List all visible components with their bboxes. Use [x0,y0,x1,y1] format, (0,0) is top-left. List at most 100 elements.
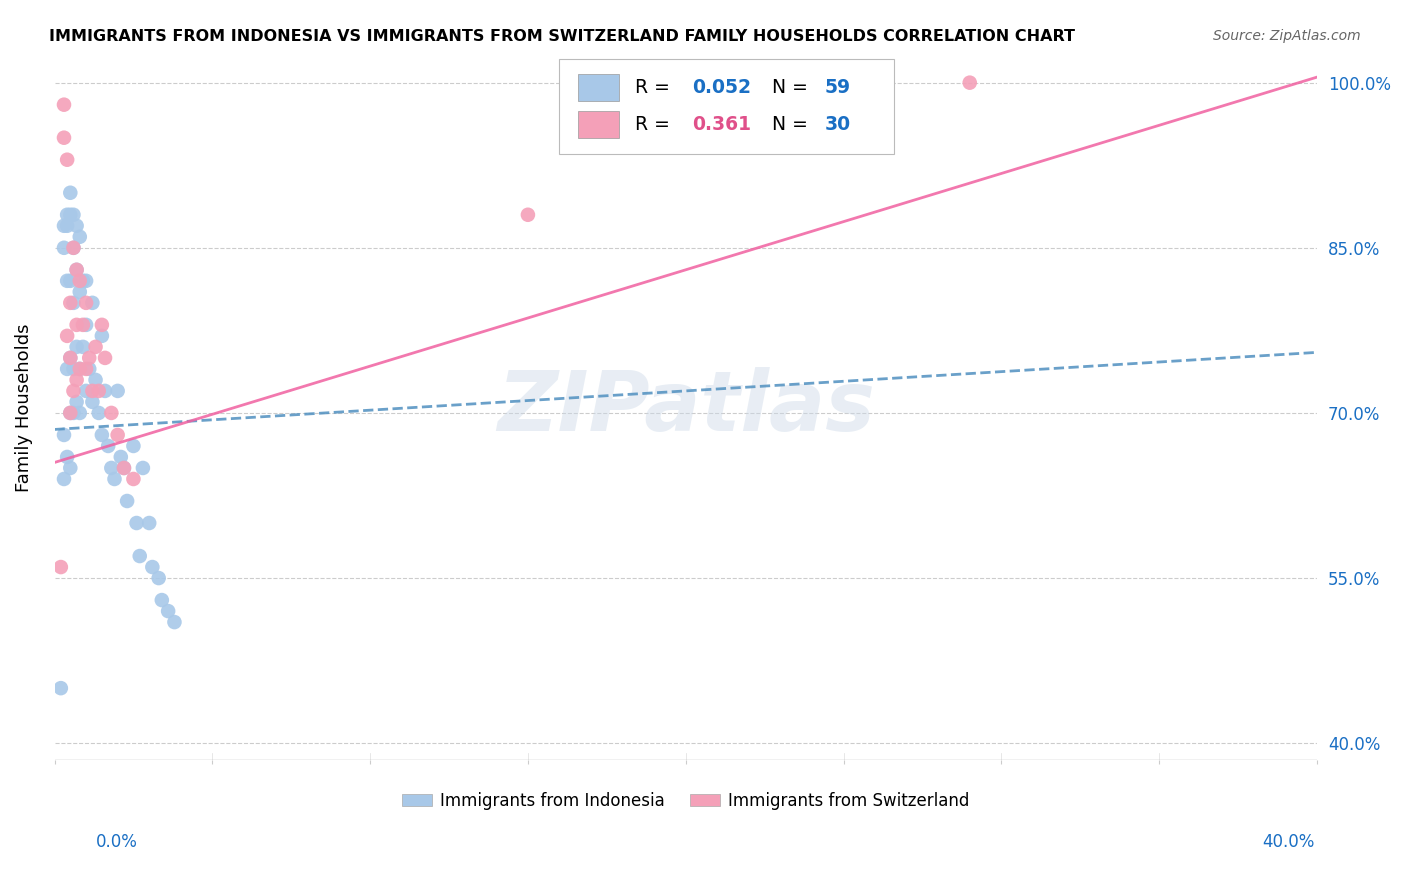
Point [90,318,112,332]
Point [516,208,538,222]
Point [69,406,91,420]
Point [141,560,163,574]
Point [84,340,107,354]
Point [122,472,145,486]
Point [62,296,84,310]
Point [94,351,117,365]
Point [128,549,150,563]
Text: 40.0%: 40.0% [1263,833,1315,851]
Point [75,384,97,398]
Point [59,274,82,288]
Point [150,593,173,607]
Point [59,186,82,200]
Point [59,406,82,420]
Text: 59: 59 [824,78,851,97]
Point [65,219,87,233]
Point [59,461,82,475]
Point [157,604,180,618]
Point [82,384,104,398]
Point [53,472,76,486]
Point [112,461,135,475]
Point [62,406,84,420]
Point [49,560,72,574]
Point [65,262,87,277]
Point [75,296,97,310]
Point [103,472,125,486]
Point [53,219,76,233]
Point [72,318,94,332]
Point [59,406,82,420]
Text: 0.0%: 0.0% [96,833,138,851]
Point [53,97,76,112]
Legend: Immigrants from Indonesia, Immigrants from Switzerland: Immigrants from Indonesia, Immigrants fr… [395,785,976,816]
Point [62,384,84,398]
Point [56,329,79,343]
Point [75,362,97,376]
Text: IMMIGRANTS FROM INDONESIA VS IMMIGRANTS FROM SWITZERLAND FAMILY HOUSEHOLDS CORRE: IMMIGRANTS FROM INDONESIA VS IMMIGRANTS … [49,29,1076,44]
Point [90,329,112,343]
Point [65,340,87,354]
Point [122,439,145,453]
Point [62,362,84,376]
Text: R =: R = [636,115,676,134]
Point [65,318,87,332]
Point [94,384,117,398]
Point [56,274,79,288]
Point [69,274,91,288]
Point [62,241,84,255]
Point [77,351,100,365]
Point [163,615,186,629]
Point [59,351,82,365]
Point [56,153,79,167]
Point [82,296,104,310]
Point [959,76,981,90]
Point [75,274,97,288]
Point [62,241,84,255]
Point [59,208,82,222]
Text: ZIPatlas: ZIPatlas [496,367,875,448]
Point [100,461,122,475]
Point [65,373,87,387]
Point [84,373,107,387]
Text: 30: 30 [824,115,851,134]
Text: 0.052: 0.052 [692,78,751,97]
Point [87,384,110,398]
Point [77,362,100,376]
Text: R =: R = [636,78,676,97]
Text: Source: ZipAtlas.com: Source: ZipAtlas.com [1213,29,1361,43]
Point [107,384,129,398]
Point [69,229,91,244]
Point [59,351,82,365]
FancyBboxPatch shape [578,111,619,137]
Point [125,516,148,530]
Point [132,461,155,475]
Point [69,285,91,299]
Y-axis label: Family Households: Family Households [15,323,32,491]
Text: N =: N = [772,115,814,134]
FancyBboxPatch shape [560,59,894,153]
Point [110,450,132,464]
Point [115,494,138,508]
Point [59,296,82,310]
Point [72,340,94,354]
Point [138,516,160,530]
Point [107,428,129,442]
Point [72,274,94,288]
Point [49,681,72,695]
Point [62,208,84,222]
Point [97,439,120,453]
Text: 0.361: 0.361 [692,115,751,134]
Point [53,428,76,442]
Point [82,395,104,409]
Point [56,362,79,376]
Point [69,362,91,376]
Point [87,406,110,420]
Point [65,395,87,409]
Point [148,571,170,585]
Point [75,318,97,332]
Point [100,406,122,420]
Point [53,241,76,255]
Point [69,362,91,376]
Point [53,130,76,145]
Text: N =: N = [772,78,814,97]
